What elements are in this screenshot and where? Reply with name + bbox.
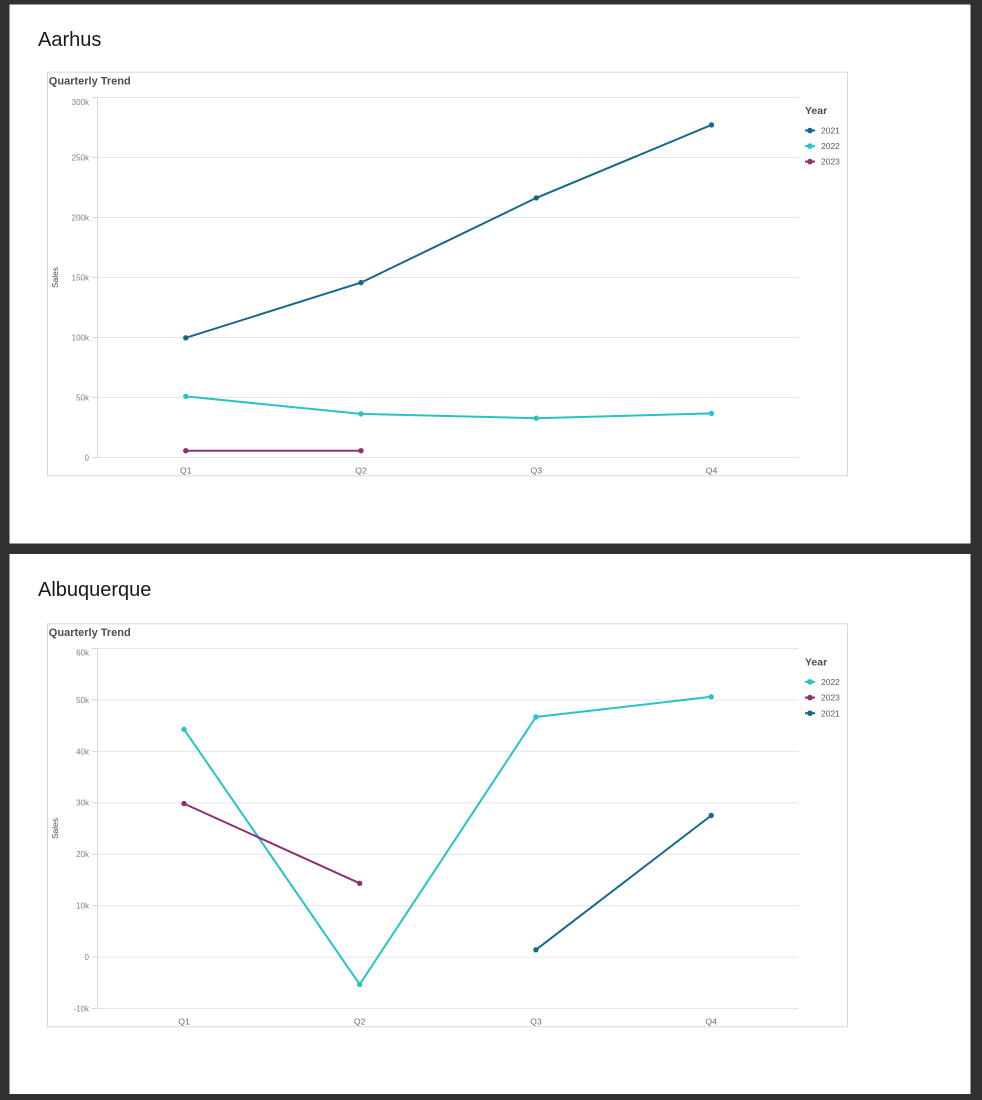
svg-text:-10k: -10k: [73, 1004, 90, 1013]
svg-text:200k: 200k: [72, 213, 90, 222]
svg-text:2023: 2023: [821, 157, 840, 167]
svg-text:2021: 2021: [821, 708, 840, 718]
svg-text:Quarterly Trend: Quarterly Trend: [49, 76, 131, 88]
svg-text:Albuquerque: Albuquerque: [38, 579, 151, 601]
svg-text:2022: 2022: [821, 141, 840, 151]
svg-text:2021: 2021: [821, 126, 840, 136]
svg-text:Sales: Sales: [50, 818, 60, 839]
svg-text:Q3: Q3: [530, 1016, 542, 1026]
svg-text:Q1: Q1: [180, 465, 192, 475]
svg-text:60k: 60k: [76, 649, 90, 658]
svg-text:0: 0: [85, 453, 90, 462]
svg-text:150k: 150k: [72, 273, 90, 282]
svg-text:Q2: Q2: [354, 1016, 366, 1026]
svg-text:Q4: Q4: [705, 1016, 717, 1026]
svg-text:Q3: Q3: [531, 465, 543, 475]
svg-text:50k: 50k: [76, 393, 90, 402]
svg-text:Year: Year: [805, 105, 827, 117]
svg-text:50k: 50k: [76, 696, 90, 705]
svg-text:40k: 40k: [76, 747, 90, 756]
svg-text:2022: 2022: [821, 677, 840, 687]
svg-text:2023: 2023: [821, 693, 840, 703]
svg-text:10k: 10k: [76, 902, 90, 911]
svg-text:100k: 100k: [72, 333, 90, 342]
svg-text:Q1: Q1: [178, 1016, 190, 1026]
svg-text:Quarterly Trend: Quarterly Trend: [49, 627, 131, 639]
svg-text:Q4: Q4: [706, 465, 718, 475]
svg-text:Q2: Q2: [355, 465, 367, 475]
svg-text:Sales: Sales: [50, 267, 60, 288]
svg-text:30k: 30k: [76, 799, 90, 808]
svg-text:300k: 300k: [72, 98, 90, 107]
svg-text:Aarhus: Aarhus: [38, 29, 101, 51]
svg-text:250k: 250k: [72, 153, 90, 162]
svg-text:20k: 20k: [76, 850, 90, 859]
svg-text:Year: Year: [805, 657, 827, 669]
svg-text:0: 0: [85, 953, 90, 962]
